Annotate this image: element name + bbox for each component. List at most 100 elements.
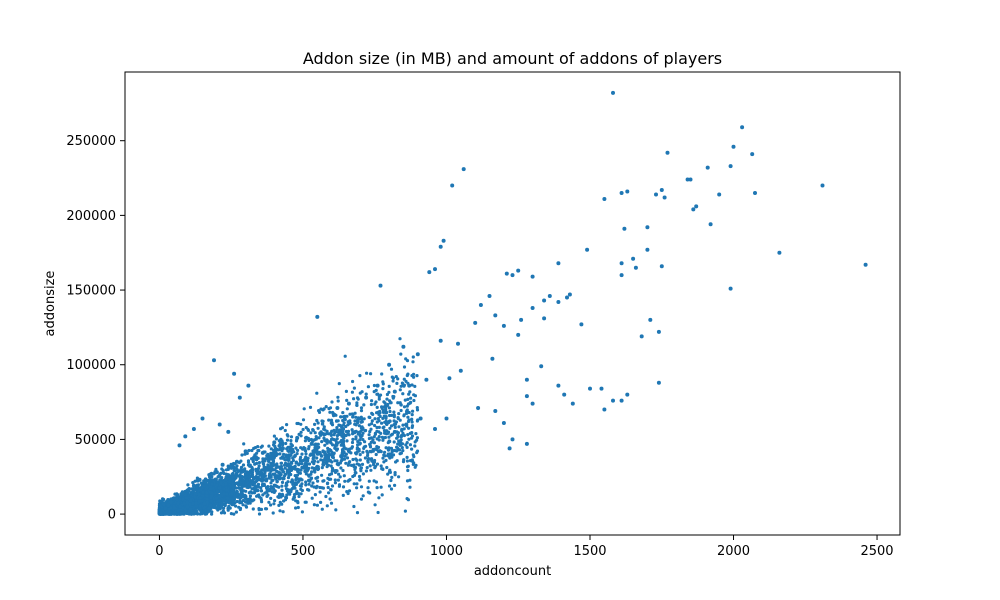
- scatter-point: [304, 455, 308, 459]
- scatter-point: [493, 409, 498, 413]
- scatter-point: [207, 506, 211, 510]
- scatter-point: [354, 452, 358, 456]
- scatter-point: [319, 458, 323, 462]
- scatter-point: [334, 443, 338, 447]
- scatter-point: [389, 478, 393, 483]
- scatter-point: [283, 474, 287, 478]
- scatter-point: [524, 441, 529, 446]
- scatter-point: [656, 329, 661, 334]
- scatter-point: [244, 497, 248, 501]
- scatter-point: [405, 359, 410, 363]
- scatter-point: [328, 497, 332, 501]
- scatter-point: [240, 484, 244, 489]
- scatter-point: [251, 460, 255, 464]
- scatter-point: [337, 382, 341, 386]
- scatter-point: [415, 408, 420, 412]
- scatter-point: [292, 467, 296, 471]
- scatter-point: [365, 371, 369, 375]
- scatter-point: [389, 487, 394, 491]
- scatter-point: [306, 456, 310, 460]
- scatter-point: [244, 505, 249, 509]
- scatter-point: [384, 416, 388, 420]
- scatter-point: [176, 500, 180, 505]
- scatter-point: [405, 411, 409, 415]
- scatter-point: [345, 407, 349, 411]
- scatter-point: [461, 167, 466, 172]
- scatter-point: [287, 473, 291, 477]
- scatter-point: [397, 475, 401, 479]
- scatter-point: [411, 355, 415, 359]
- scatter-point: [281, 469, 285, 473]
- scatter-point: [382, 429, 387, 433]
- scatter-point: [297, 494, 301, 499]
- scatter-point: [291, 458, 295, 463]
- scatter-point: [238, 474, 242, 478]
- scatter-point: [408, 459, 413, 463]
- scatter-point: [338, 475, 342, 479]
- scatter-point: [226, 508, 230, 512]
- scatter-point: [379, 393, 383, 397]
- scatter-point: [304, 452, 308, 456]
- scatter-point: [288, 449, 292, 453]
- scatter-point: [206, 510, 210, 514]
- scatter-point: [410, 447, 414, 451]
- scatter-point: [404, 443, 408, 447]
- scatter-point: [342, 457, 347, 461]
- y-tick-label: 50000: [75, 433, 116, 448]
- scatter-point: [622, 226, 627, 231]
- scatter-point: [321, 450, 325, 454]
- scatter-point: [253, 486, 257, 490]
- scatter-point: [313, 422, 317, 426]
- scatter-point: [260, 500, 264, 504]
- scatter-point: [257, 512, 262, 516]
- scatter-point: [248, 494, 252, 498]
- scatter-point: [299, 430, 303, 434]
- scatter-point: [172, 505, 177, 510]
- scatter-point: [235, 493, 239, 497]
- scatter-point: [369, 427, 373, 431]
- scatter-point: [389, 401, 393, 405]
- scatter-point: [217, 422, 222, 427]
- scatter-point: [408, 443, 412, 447]
- scatter-point: [358, 374, 362, 378]
- scatter-point: [260, 450, 265, 455]
- scatter-point: [530, 401, 535, 406]
- scatter-point: [299, 422, 303, 426]
- scatter-point: [341, 485, 346, 489]
- scatter-point: [214, 470, 219, 475]
- scatter-point: [279, 461, 284, 465]
- scatter-point: [289, 439, 293, 443]
- scatter-point: [260, 468, 264, 472]
- scatter-point: [359, 485, 364, 489]
- scatter-point: [285, 447, 289, 451]
- scatter-point: [410, 424, 415, 428]
- scatter-point: [301, 418, 306, 422]
- scatter-point: [328, 459, 332, 463]
- scatter-point: [212, 358, 216, 363]
- scatter-point: [268, 489, 272, 493]
- scatter-point: [366, 486, 370, 490]
- scatter-point: [176, 509, 180, 513]
- scatter-point: [161, 502, 166, 507]
- scatter-point: [324, 494, 328, 499]
- scatter-point: [198, 488, 203, 492]
- scatter-point: [369, 468, 373, 472]
- scatter-point: [375, 425, 379, 430]
- scatter-point: [392, 429, 397, 434]
- scatter-point: [340, 451, 344, 455]
- scatter-point: [333, 413, 337, 417]
- y-tick-label: 200000: [66, 209, 116, 224]
- scatter-point: [341, 493, 345, 497]
- scatter-point: [374, 452, 378, 457]
- scatter-point: [409, 396, 413, 400]
- x-tick-label: 1000: [430, 544, 463, 559]
- scatter-point: [368, 464, 372, 468]
- scatter-point: [427, 270, 432, 275]
- scatter-point: [262, 465, 266, 469]
- scatter-point: [280, 446, 285, 451]
- scatter-point: [400, 442, 405, 446]
- scatter-point: [645, 247, 650, 252]
- scatter-point: [562, 392, 567, 397]
- scatter-point: [213, 505, 217, 510]
- scatter-point: [316, 426, 320, 430]
